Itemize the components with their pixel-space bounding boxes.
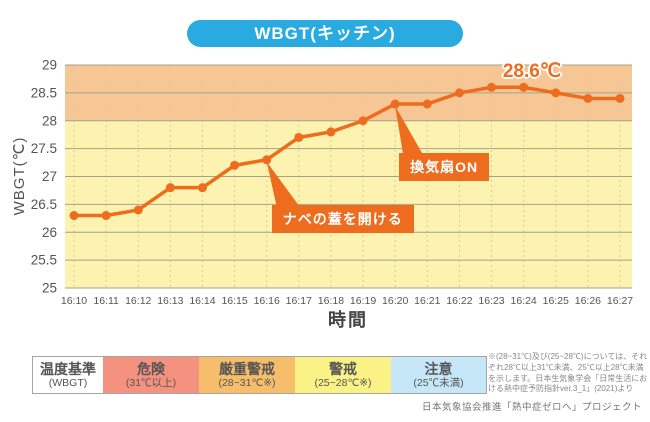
- x-tick-labels: 16:10 16:11 16:12 16:13 16:14 16:15 16:16 16:17…: [61, 295, 633, 307]
- legend-cell-label: 警戒: [329, 361, 357, 377]
- data-point: [551, 88, 561, 98]
- x-tick-label: 16:21: [414, 295, 440, 307]
- data-point: [101, 211, 111, 221]
- legend-cell-2: 厳重警戒 (28~31℃※): [199, 357, 295, 393]
- x-axis-title: 時間: [328, 310, 368, 330]
- x-tick-label: 16:13: [157, 295, 183, 307]
- data-point: [294, 132, 304, 142]
- y-tick-label: 29: [42, 58, 57, 73]
- y-tick-label: 26: [42, 225, 57, 240]
- wbgt-series-line: [72, 85, 622, 218]
- y-tick-label: 25: [42, 281, 57, 296]
- legend-cell-4: 注意 (25℃未満): [391, 357, 486, 393]
- y-tick-label: 28: [42, 113, 57, 128]
- annotation-callout-pot-lid: [266, 161, 300, 207]
- x-tick-label: 16:22: [446, 295, 472, 307]
- y-tick-label: 27: [42, 169, 57, 184]
- footnote: ※(28~31℃)及び(25~28℃)については、それぞれ28℃以上31℃未満、…: [488, 352, 648, 394]
- data-point: [133, 205, 143, 215]
- x-tick-label: 16:14: [189, 295, 215, 307]
- data-point: [615, 93, 625, 103]
- data-point: [583, 93, 593, 103]
- x-tick-label: 16:16: [254, 295, 280, 307]
- x-tick-label: 16:10: [61, 295, 87, 307]
- data-point: [390, 99, 400, 109]
- legend-cell-range: (25~28℃※): [314, 377, 372, 389]
- data-point: [230, 160, 240, 170]
- annotation-fan-on: 換気扇ON: [399, 153, 490, 182]
- y-tick-label: 26.5: [31, 197, 57, 212]
- x-tick-label: 16:23: [478, 295, 504, 307]
- data-point: [262, 155, 272, 165]
- data-point: [197, 183, 207, 193]
- wbgt-level-legend: 温度基準 (WBGT) 危険 (31℃以上) 厳重警戒 (28~31℃※) 警戒 (25~28…: [32, 356, 487, 394]
- legend-cell-0: 温度基準 (WBGT): [33, 357, 103, 393]
- legend-cell-label: 注意: [424, 361, 453, 377]
- chart-title: WBGT(キッチン): [187, 20, 463, 47]
- legend-cell-range: (WBGT): [48, 377, 88, 389]
- x-tick-label: 16:26: [575, 295, 601, 307]
- horizontal-gridlines: 29 28.5 28 27.5 27 26.5 26 25.5 25: [31, 58, 632, 296]
- y-tick-label: 27.5: [31, 141, 57, 156]
- y-tick-label: 25.5: [31, 253, 57, 268]
- x-tick-label: 16:11: [93, 295, 119, 307]
- data-point: [69, 211, 79, 221]
- legend-cell-3: 警戒 (25~28℃※): [295, 357, 391, 393]
- y-axis-title: WBGT(℃): [11, 136, 28, 216]
- data-point: [358, 116, 368, 126]
- data-point: [165, 183, 175, 193]
- data-point: [422, 99, 432, 109]
- legend-cell-range: (31℃以上): [125, 377, 177, 389]
- peak-value-label: 28.6℃: [502, 61, 562, 82]
- legend-cell-1: 危険 (31℃以上): [103, 357, 199, 393]
- legend-cell-range: (25℃未満): [413, 377, 464, 389]
- data-points: [69, 82, 625, 221]
- legend-cell-label: 厳重警戒: [219, 361, 275, 377]
- x-tick-label: 16:27: [607, 295, 633, 307]
- data-point: [519, 82, 529, 92]
- x-tick-label: 16:12: [125, 295, 151, 307]
- annotation-callout-fan-on: [395, 106, 424, 156]
- project-credit: 日本気象協会推進「熱中症ゼロへ」プロジェクト: [421, 402, 642, 413]
- annotation-pot-lid: ナベの蓋を開ける: [271, 204, 414, 233]
- legend-cell-label: 危険: [137, 361, 165, 377]
- x-tick-label: 16:17: [286, 295, 312, 307]
- x-tick-label: 16:18: [318, 295, 344, 307]
- y-tick-label: 28.5: [31, 85, 57, 100]
- data-point: [326, 127, 336, 137]
- x-tick-label: 16:15: [221, 295, 247, 307]
- legend-cell-range: (28~31℃※): [218, 377, 276, 389]
- legend-cell-label: 温度基準: [40, 361, 96, 377]
- data-point: [487, 82, 497, 92]
- data-point: [454, 88, 464, 98]
- x-tick-label: 16:19: [350, 295, 376, 307]
- x-tick-label: 16:25: [543, 295, 569, 307]
- x-tick-label: 16:20: [382, 295, 408, 307]
- x-tick-label: 16:24: [511, 295, 537, 307]
